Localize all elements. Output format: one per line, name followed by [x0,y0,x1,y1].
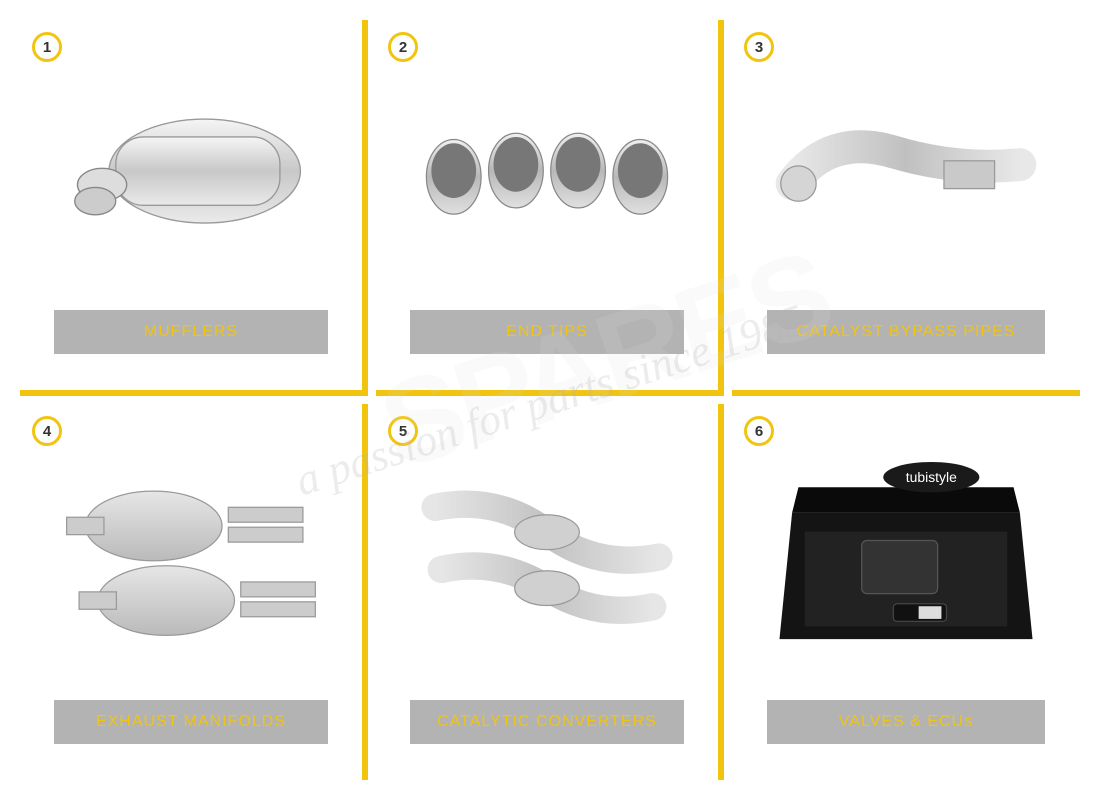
product-grid: 1 MUFFLERS 2 [0,0,1100,800]
category-label-bar: CATALYTIC CONVERTERS [410,700,684,744]
number-badge: 3 [744,32,774,62]
muffler-icon [54,60,328,282]
badge-number: 5 [399,423,407,440]
manifold-icon [54,444,328,670]
category-label-bar: EXHAUST MANIFOLDS [54,700,328,744]
number-badge: 2 [388,32,418,62]
bypass-pipe-icon [767,60,1045,282]
product-cell-ecu[interactable]: 6 tubistyle VALVES & ECUs [732,404,1080,780]
category-label: END TIPS [506,323,588,341]
category-label-bar: MUFFLERS [54,310,328,354]
product-cell-manifolds[interactable]: 4 [20,404,368,780]
category-label-bar: CATALYST BYPASS PIPES [767,310,1045,354]
number-badge: 5 [388,416,418,446]
brand-text: tubistyle [906,469,957,485]
badge-number: 1 [43,39,51,56]
product-cell-endtips[interactable]: 2 [376,20,724,396]
badge-number: 2 [399,39,407,56]
category-label: MUFFLERS [144,323,238,341]
endtips-icon [410,60,684,282]
category-label: CATALYST BYPASS PIPES [797,323,1016,341]
number-badge: 1 [32,32,62,62]
product-cell-mufflers[interactable]: 1 MUFFLERS [20,20,368,396]
category-label: VALVES & ECUs [839,713,973,731]
category-label: EXHAUST MANIFOLDS [96,713,286,731]
category-label: CATALYTIC CONVERTERS [437,713,657,731]
category-label-bar: END TIPS [410,310,684,354]
product-cell-catconv[interactable]: 5 CATALYTIC CONVERTERS [376,404,724,780]
badge-number: 4 [43,423,51,440]
ecu-box-icon: tubistyle [767,444,1045,670]
badge-number: 6 [755,423,763,440]
catconv-icon [410,444,684,670]
product-cell-bypass[interactable]: 3 CATALYST BYPASS PIPES [732,20,1080,396]
badge-number: 3 [755,39,763,56]
category-label-bar: VALVES & ECUs [767,700,1045,744]
number-badge: 6 [744,416,774,446]
number-badge: 4 [32,416,62,446]
